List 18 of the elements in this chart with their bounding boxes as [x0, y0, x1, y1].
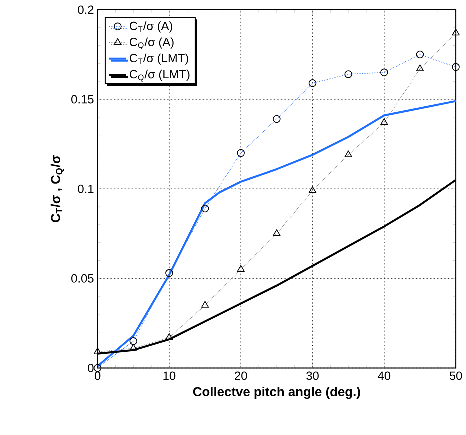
y-tick-label: 0.1	[78, 184, 94, 194]
x-axis-title: Collectve pitch angle (deg.)	[193, 386, 360, 400]
legend-label: C$_{Q}$/σ (LMT)	[130, 70, 190, 82]
y-tick-label: 0.15	[72, 95, 94, 104]
legend-label: C$_{T}$/σ (A)	[130, 22, 173, 33]
x-tick-label: 0	[94, 372, 101, 380]
y-tick-label: 0.2	[78, 6, 94, 14]
y-axis-title: C$_{T}$/σ , C$_{Q}$/σ	[50, 155, 64, 222]
x-tick-label: 50	[450, 372, 462, 380]
legend-label: C$_{Q}$/σ (A)	[130, 38, 174, 50]
x-tick-label: 40	[378, 372, 391, 380]
line-series	[98, 100, 456, 368]
x-tick-label: 30	[306, 372, 319, 380]
x-tick-label: 20	[235, 372, 248, 380]
legend-label: C$_{T}$/σ (LMT)	[130, 54, 188, 65]
y-tick-label: 0.05	[72, 274, 94, 283]
x-tick-label: 10	[164, 372, 176, 380]
y-tick-label: 0	[88, 364, 94, 372]
